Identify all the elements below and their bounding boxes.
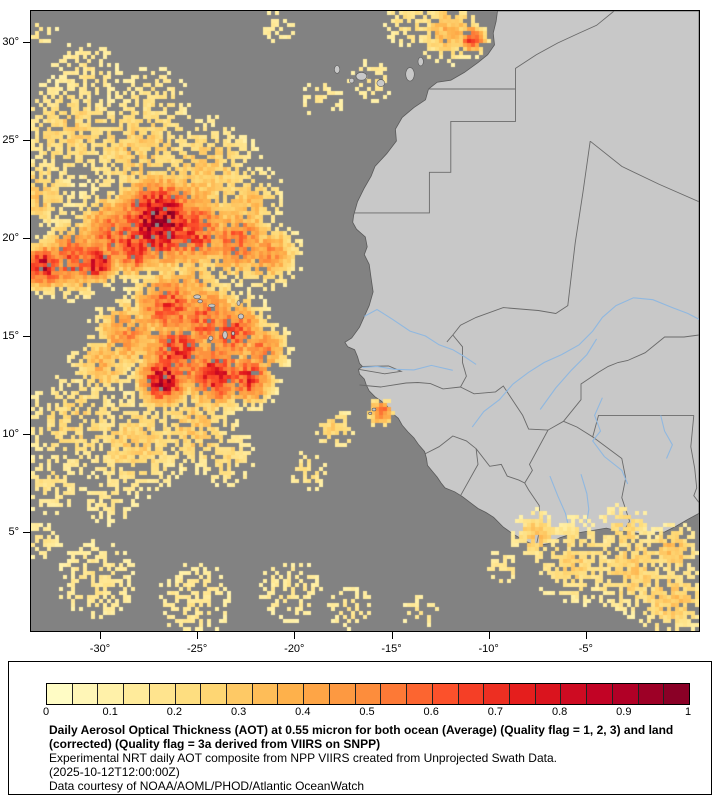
- colorbar-segment: [98, 684, 125, 704]
- y-axis-label: 25°: [2, 133, 19, 146]
- island: [197, 299, 203, 304]
- island: [237, 313, 244, 320]
- colorbar-segment: [612, 684, 639, 704]
- colorbar-segment: [149, 684, 176, 704]
- island: [236, 300, 241, 306]
- island: [222, 330, 228, 340]
- colorbar-segment: [72, 684, 99, 704]
- colorbar: [46, 683, 690, 705]
- x-axis-label: -15°: [381, 643, 402, 655]
- colorbar-tick-label: 0.9: [616, 706, 632, 718]
- colorbar-tick-label: 0.6: [423, 706, 439, 718]
- y-axis-label: 10°: [2, 427, 19, 440]
- y-axis-label: 15°: [2, 329, 19, 342]
- colorbar-segment: [278, 684, 305, 704]
- colorbar-segment: [304, 684, 330, 704]
- y-axis: 30° 25° 20° 15° 10° 5°: [0, 0, 30, 660]
- colorbar-segment: [201, 684, 228, 704]
- x-axis-tick: [99, 632, 101, 639]
- x-axis-label: -5°: [578, 643, 593, 655]
- colorbar-segment: [124, 684, 150, 704]
- colorbar-tick-label: 0.5: [359, 706, 375, 718]
- x-axis-label: -20°: [284, 643, 305, 655]
- x-axis-label: -25°: [186, 643, 208, 655]
- map-plot: 30° 25° 20° 15° 10° 5° -30° -25° -20° -15° -10° -5…: [0, 0, 720, 660]
- legend-credit: Data courtesy of NOAA/AOML/PHOD/Atlantic…: [49, 779, 364, 793]
- aerosol-raster: [31, 11, 699, 631]
- x-axis-label: -10°: [478, 643, 499, 655]
- x-axis-tick: [585, 632, 587, 639]
- island: [355, 72, 368, 81]
- x-axis-tick: [197, 632, 199, 639]
- x-axis-tick: [391, 632, 393, 639]
- legend-caption: Daily Aerosol Optical Thickness (AOT) at…: [49, 723, 701, 793]
- y-axis-tick: [23, 433, 30, 435]
- island: [208, 303, 216, 308]
- y-axis-tick: [23, 531, 30, 533]
- colorbar-tick-labels: 0 0.1 0.2 0.3 0.4 0.5 0.6 0.7 0.8 0.9 1: [42, 706, 692, 720]
- colorbar-segment: [587, 684, 613, 704]
- island: [405, 67, 415, 82]
- colorbar-tick-label: 0.3: [230, 706, 247, 718]
- colorbar-tick-label: 1: [684, 706, 692, 718]
- y-axis-label: 20°: [2, 231, 19, 244]
- island: [417, 56, 424, 67]
- y-axis-tick: [23, 41, 30, 43]
- island: [193, 294, 201, 300]
- island: [368, 411, 373, 415]
- y-axis-label: 5°: [8, 525, 19, 538]
- island: [349, 77, 355, 84]
- colorbar-segment: [664, 684, 689, 704]
- island: [334, 65, 341, 74]
- island: [376, 79, 385, 87]
- legend-note-product: Experimental NRT daily AOT composite fro…: [49, 751, 557, 765]
- island: [231, 331, 235, 336]
- legend-title: Daily Aerosol Optical Thickness (AOT) at…: [49, 723, 674, 751]
- colorbar-segment: [381, 684, 408, 704]
- colorbar-segment: [484, 684, 510, 704]
- colorbar-tick-label: 0.1: [102, 706, 118, 718]
- colorbar-segment: [252, 684, 279, 704]
- island: [208, 335, 214, 341]
- legend-timestamp: (2025-10-12T12:00:00Z): [49, 765, 180, 779]
- colorbar-segment: [329, 684, 356, 704]
- colorbar-segment: [227, 684, 253, 704]
- legend-panel: 0 0.1 0.2 0.3 0.4 0.5 0.6 0.7 0.8 0.9 1 Daily Aero…: [8, 661, 712, 795]
- colorbar-segment: [432, 684, 459, 704]
- colorbar-segment: [561, 684, 588, 704]
- colorbar-segment: [407, 684, 433, 704]
- colorbar-segment: [355, 684, 382, 704]
- y-axis-tick: [23, 139, 30, 141]
- x-axis: -30° -25° -20° -15° -10° -5°: [0, 640, 720, 658]
- colorbar-segment: [535, 684, 562, 704]
- colorbar-segment: [638, 684, 665, 704]
- map-area: [30, 10, 700, 632]
- x-axis-label: -30°: [89, 643, 111, 655]
- colorbar-tick-label: 0: [42, 706, 50, 718]
- colorbar-segment: [47, 684, 73, 704]
- colorbar-segment: [458, 684, 485, 704]
- y-axis-label: 30°: [2, 35, 19, 48]
- colorbar-tick-label: 0.7: [487, 706, 504, 718]
- island: [371, 407, 377, 412]
- islands-layer: [193, 56, 424, 415]
- colorbar-tick-label: 0.2: [166, 706, 183, 718]
- colorbar-segment: [509, 684, 536, 704]
- colorbar-tick-label: 0.8: [551, 706, 568, 718]
- colorbar-tick-label: 0.4: [295, 706, 311, 718]
- y-axis-tick: [23, 335, 30, 337]
- x-axis-tick: [488, 632, 490, 639]
- y-axis-tick: [23, 237, 30, 239]
- colorbar-segment: [175, 684, 202, 704]
- x-axis-tick: [294, 632, 296, 639]
